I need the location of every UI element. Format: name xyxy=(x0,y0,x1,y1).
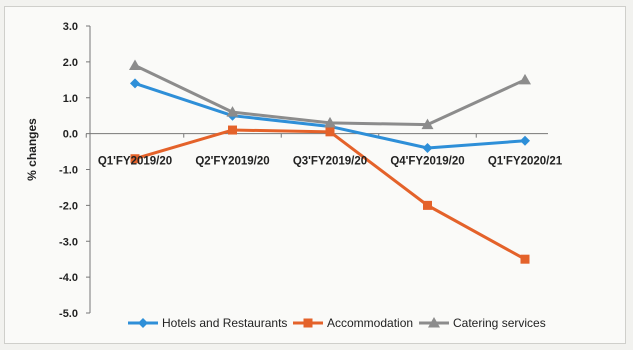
legend-item: Hotels and Restaurants xyxy=(128,316,287,330)
y-tick-label: -3.0 xyxy=(59,236,78,248)
y-tick-label: 2.0 xyxy=(63,57,78,69)
series-line xyxy=(134,128,526,261)
legend-marker xyxy=(303,318,313,328)
series-line xyxy=(134,64,526,127)
data-point xyxy=(520,135,530,146)
legend: Hotels and Restaurants Accommodation Cater… xyxy=(128,316,546,330)
data-point xyxy=(130,154,140,164)
legend-item: Catering services xyxy=(419,316,546,330)
data-point xyxy=(226,106,239,117)
data-point xyxy=(520,254,530,264)
data-point xyxy=(228,125,237,135)
series-group xyxy=(129,59,531,264)
chart-frame xyxy=(4,6,626,344)
x-tick-label: Q3'FY2019/20 xyxy=(293,156,367,168)
data-point xyxy=(129,59,141,70)
x-tick-label: Q2'FY2019/20 xyxy=(195,156,269,168)
data-point xyxy=(324,116,336,128)
legend-label: Catering services xyxy=(453,316,546,330)
legend-label: Hotels and Restaurants xyxy=(162,316,287,330)
y-axis-title: % changes xyxy=(25,118,39,181)
axes xyxy=(85,25,548,314)
y-tick-label: 0.0 xyxy=(63,129,78,141)
data-point xyxy=(519,73,531,85)
y-tick-label: -4.0 xyxy=(59,272,78,284)
legend-label: Accommodation xyxy=(327,316,413,330)
legend-item: Accommodation xyxy=(293,316,413,330)
series-accommodation xyxy=(130,125,530,264)
legend-marker xyxy=(138,318,148,328)
legend-marker xyxy=(428,317,440,328)
x-tick-label: Q4'FY2019/20 xyxy=(390,156,464,168)
y-tick-label: 1.0 xyxy=(63,93,78,105)
data-point xyxy=(130,78,140,89)
series-catering-services xyxy=(129,59,531,130)
y-tick-label: 3.0 xyxy=(63,21,78,33)
x-tick-label: Q1'FY2019/20 xyxy=(98,156,172,168)
tick-labels: 3.0 2.0 1.0 0.0 -1.0 -2.0 -3.0 -4.0 -5.0 Q1'FY201… xyxy=(25,21,563,320)
data-point xyxy=(422,142,433,153)
y-tick-label: -2.0 xyxy=(59,200,78,212)
data-point xyxy=(423,200,432,210)
x-tick-label: Q1'FY2020/21 xyxy=(488,156,563,168)
y-tick-label: -1.0 xyxy=(59,165,78,177)
data-point xyxy=(421,118,434,130)
y-tick-label: -5.0 xyxy=(59,308,78,320)
data-point xyxy=(325,127,335,137)
